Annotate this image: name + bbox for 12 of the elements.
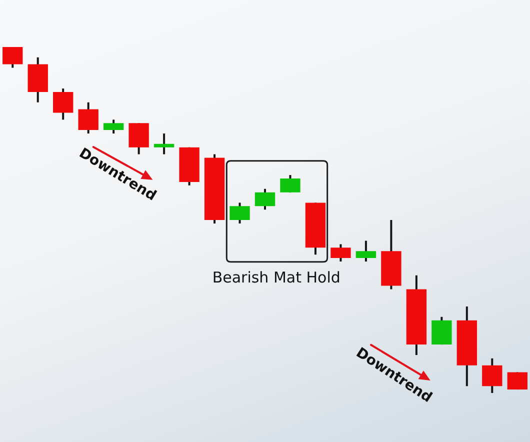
annotation: Bearish Mat Hold bbox=[212, 268, 340, 287]
candlestick bbox=[507, 371, 528, 391]
candlestick bbox=[280, 174, 300, 194]
candlestick bbox=[330, 243, 351, 263]
candlestick bbox=[482, 357, 502, 394]
candlestick bbox=[53, 88, 74, 121]
candlestick bbox=[78, 101, 98, 134]
candlestick bbox=[356, 240, 376, 263]
candlestick bbox=[254, 188, 276, 211]
candlestick bbox=[103, 118, 124, 134]
candlestick bbox=[230, 202, 250, 224]
candlestick bbox=[2, 46, 23, 69]
